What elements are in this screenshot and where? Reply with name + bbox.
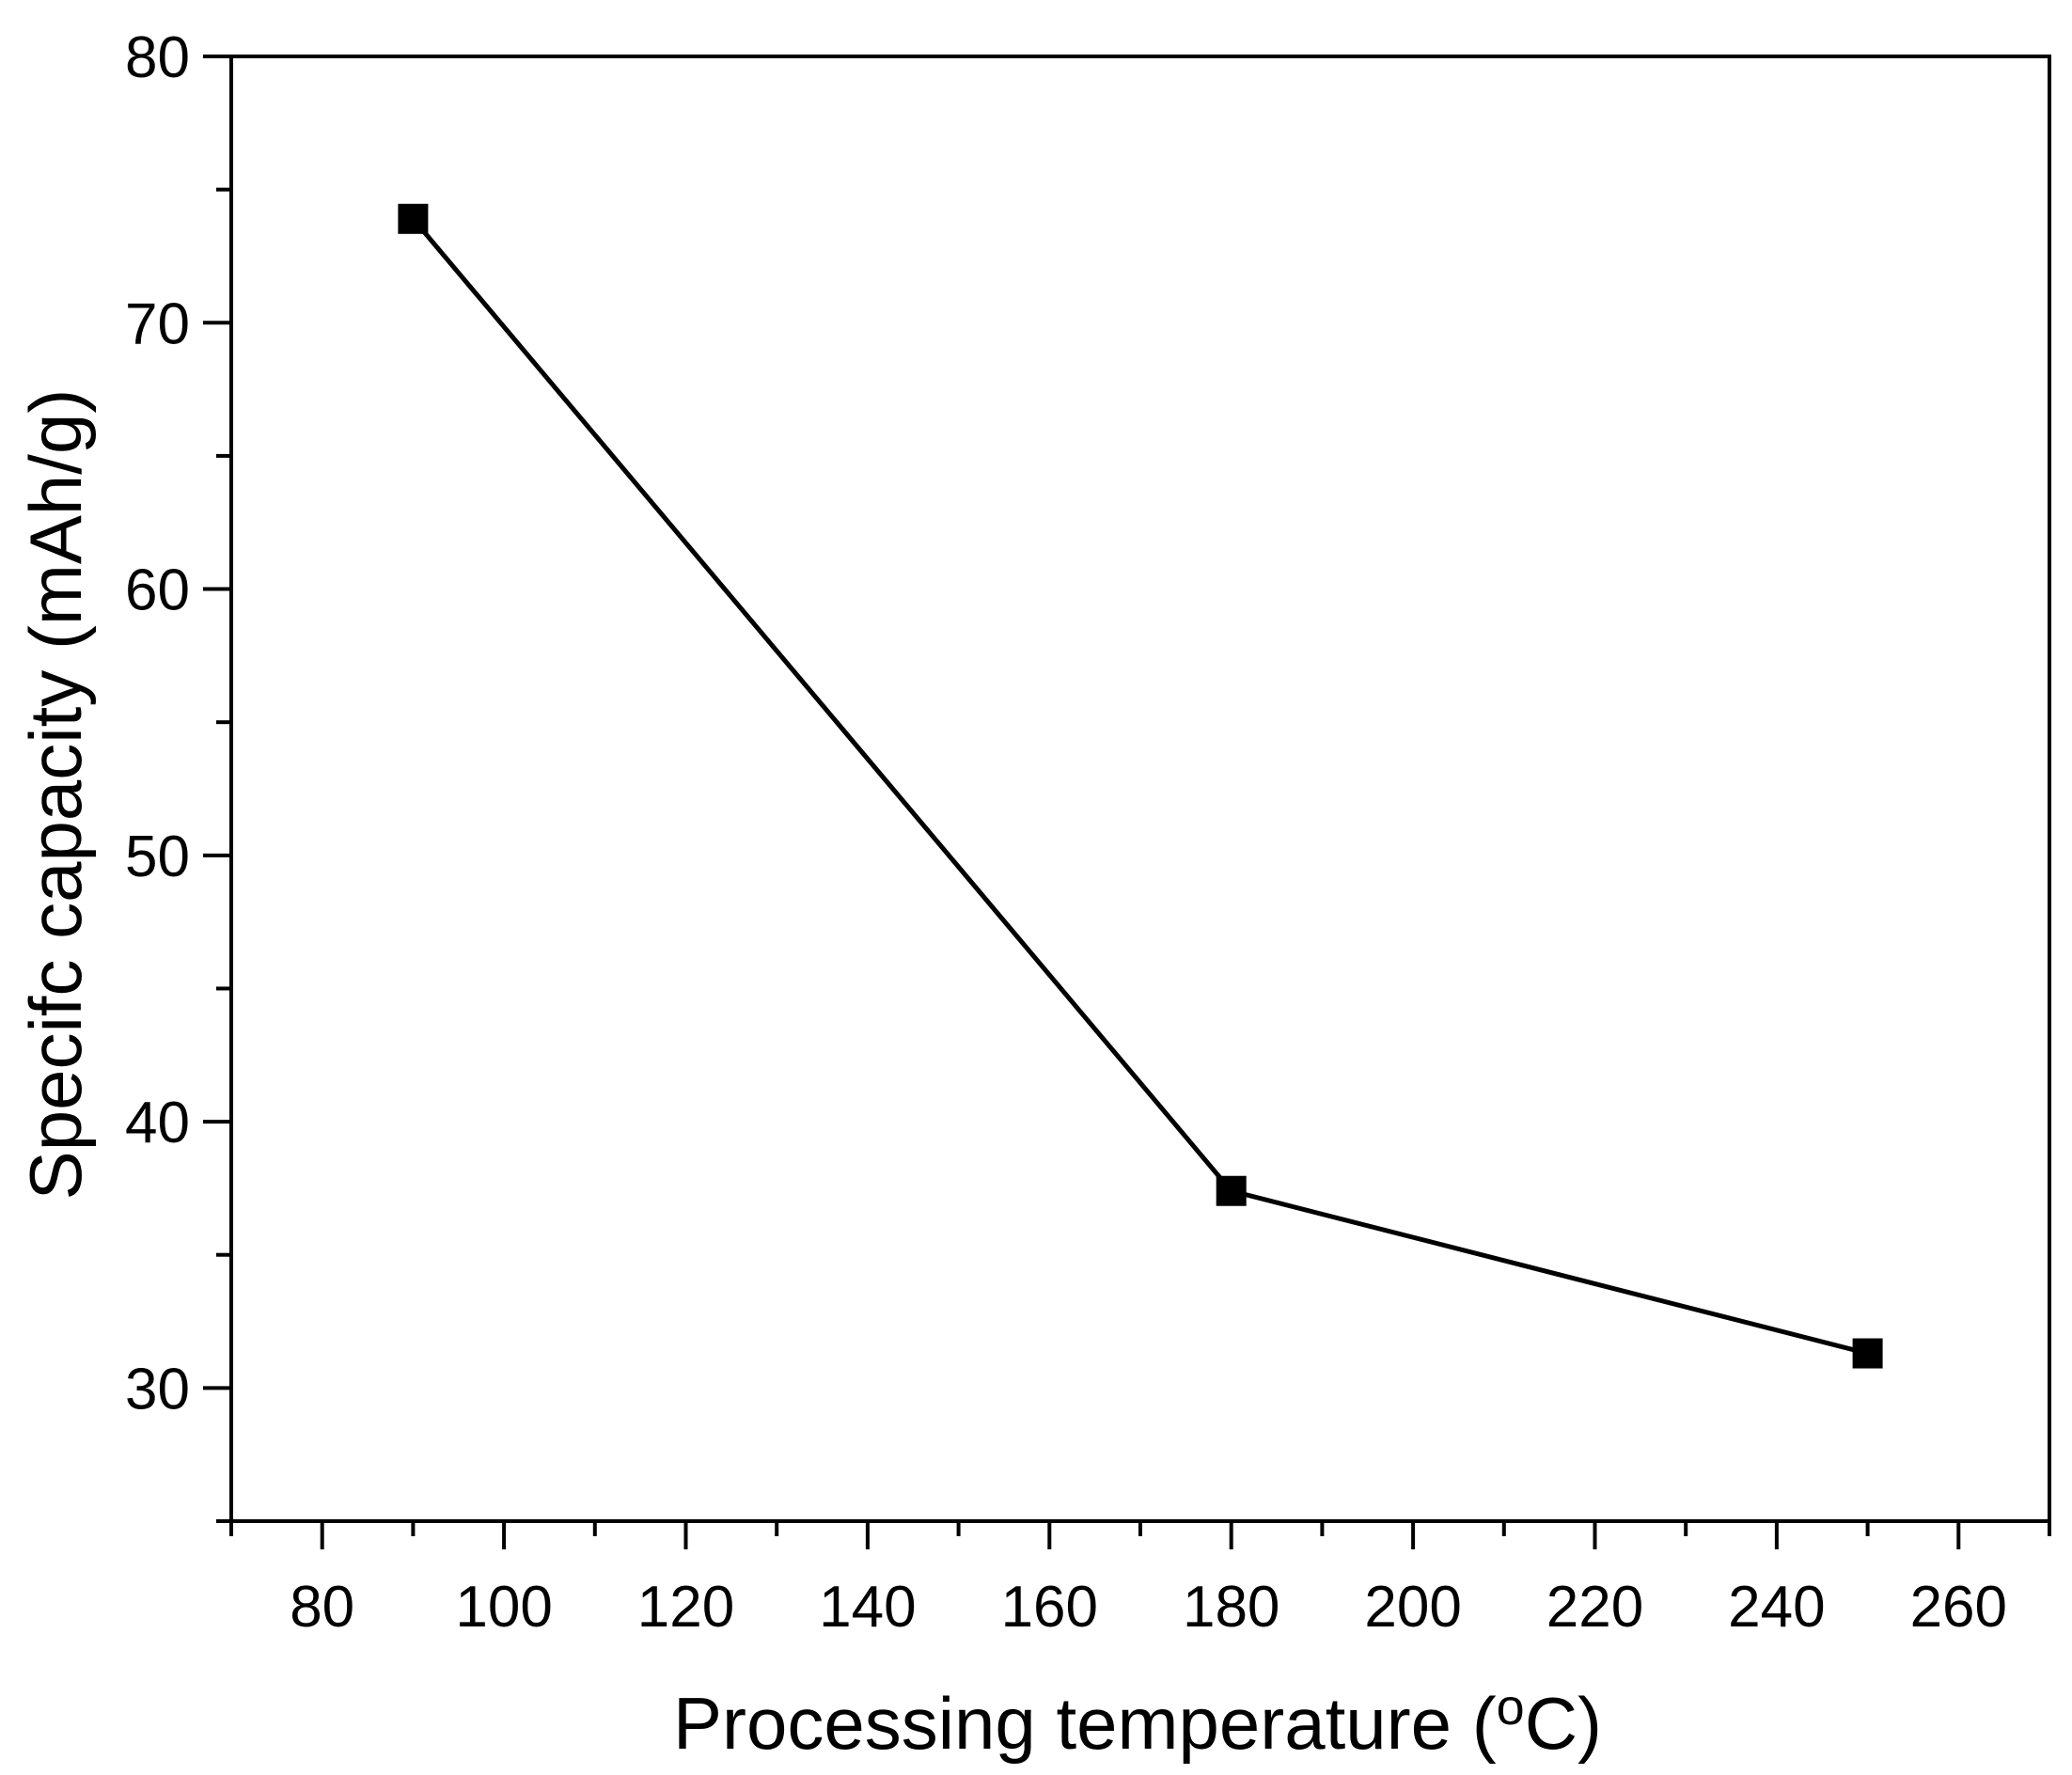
x-tick-label: 100: [455, 1575, 552, 1640]
x-tick-label: 140: [819, 1575, 916, 1640]
x-axis-title: Processing temperature (oC): [673, 1679, 1602, 1765]
series-layer: [398, 203, 1883, 1369]
x-tick-label: 260: [1910, 1575, 2007, 1640]
y-tick-label: 30: [125, 1357, 190, 1422]
x-tick-label: 180: [1183, 1575, 1279, 1640]
plot-frame: [229, 55, 2051, 1523]
series-line: [411, 217, 1869, 1356]
data-point-marker: [1216, 1175, 1247, 1206]
x-tick-label: 200: [1364, 1575, 1461, 1640]
data-point-marker: [1852, 1338, 1883, 1369]
y-tick-label: 80: [125, 25, 190, 90]
y-major-ticks: [203, 55, 231, 1390]
y-axis-title: Specifc capacity (mAh/g): [14, 389, 97, 1201]
x-tick-label: 240: [1728, 1575, 1825, 1640]
x-tick-label: 160: [1001, 1575, 1098, 1640]
x-axis-title-superscript: o: [1497, 1679, 1525, 1736]
x-major-ticks: [320, 1521, 1961, 1549]
x-tick-labels: 80 100 120 140 160 180 200 220 240 260: [290, 1575, 2007, 1640]
x-axis-title-unit: C): [1525, 1682, 1602, 1765]
y-tick-label: 60: [125, 558, 190, 623]
x-axis-title-main: Processing temperature (: [673, 1682, 1497, 1765]
y-minor-ticks: [216, 187, 231, 1523]
x-minor-ticks: [229, 1521, 2051, 1536]
y-tick-labels: 30 40 50 60 70 80: [125, 25, 190, 1422]
x-tick-label: 80: [290, 1575, 354, 1640]
x-tick-label: 120: [637, 1575, 734, 1640]
y-tick-label: 50: [125, 825, 190, 889]
data-point-marker: [398, 203, 429, 234]
y-tick-label: 70: [125, 291, 190, 356]
y-tick-label: 40: [125, 1091, 190, 1155]
x-tick-label: 220: [1546, 1575, 1643, 1640]
